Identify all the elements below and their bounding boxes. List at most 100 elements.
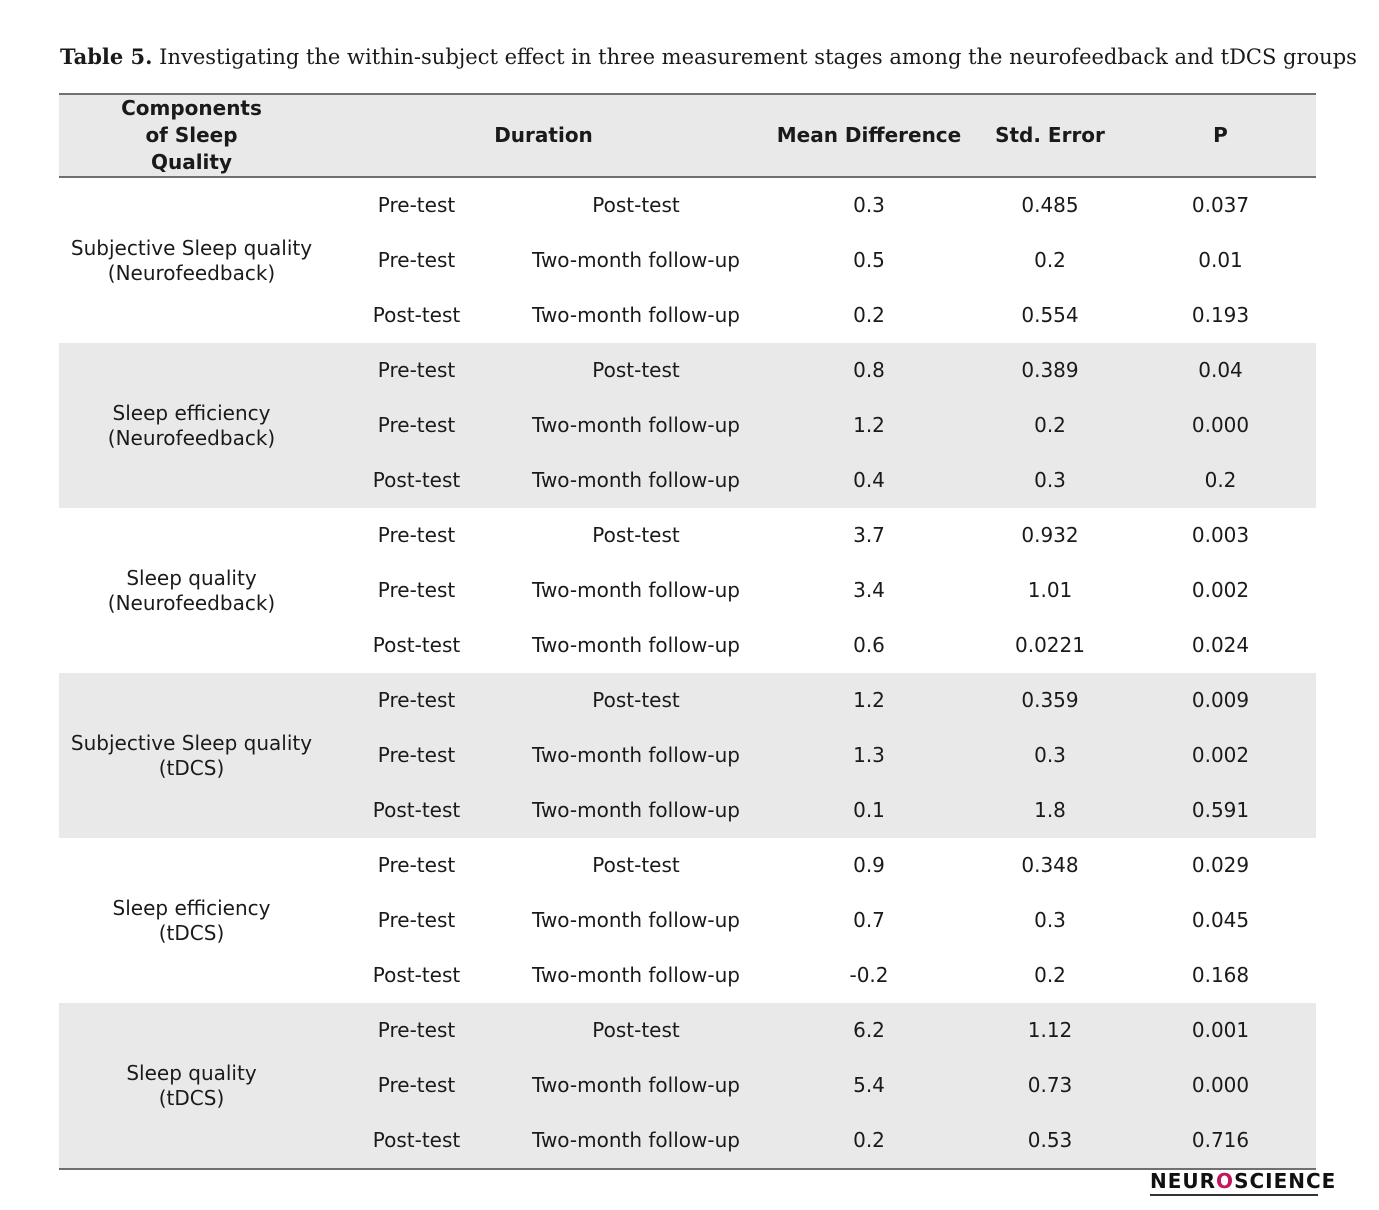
- std-error-cell: 1.01: [1027, 578, 1073, 602]
- duration-from-cell: Pre-test: [377, 193, 456, 217]
- table-row: Subjective Sleep quality (tDCS) Pre-test Po…: [59, 673, 1316, 838]
- duration-to-cell: Two-month follow-up: [532, 908, 740, 932]
- duration-to-cell: Post-test: [592, 853, 680, 877]
- std-error-cell: 0.3: [975, 453, 1125, 508]
- table-title: Investigating the within-subject effect …: [152, 45, 1357, 69]
- duration-to-cell: Post-test: [592, 193, 680, 217]
- p-value-cell: 0.002: [1191, 578, 1250, 602]
- table-row: Pre-test Two-month follow-up 3.4 1.01 0.002: [59, 563, 1316, 618]
- table-row: Pre-test Two-month follow-up 1.3 0.3 0.002: [59, 728, 1316, 783]
- std-error-cell: 0.2: [1034, 963, 1066, 987]
- duration-from-cell: Post-test: [324, 1113, 509, 1170]
- component-cell: Sleep efficiency (tDCS): [59, 838, 324, 1003]
- header-p: P: [1125, 93, 1316, 178]
- duration-to-cell: Two-month follow-up: [532, 303, 740, 327]
- logo-text-start: NEUR: [1150, 1169, 1217, 1193]
- mean-difference-cell: -0.2: [849, 963, 889, 987]
- duration-from-cell: Pre-test: [324, 728, 509, 783]
- p-value-cell: 0.003: [1191, 523, 1250, 547]
- component-group: (tDCS): [158, 755, 225, 780]
- duration-from-cell: Pre-test: [324, 1058, 509, 1113]
- duration-to-cell: Two-month follow-up: [532, 578, 740, 602]
- duration-from-cell: Pre-test: [377, 853, 456, 877]
- p-value-cell: 0.009: [1125, 673, 1316, 728]
- header-row: Components of Sleep Quality Duration Mea…: [59, 93, 1316, 178]
- header-mean-difference: Mean Difference: [763, 93, 975, 178]
- duration-to-cell: Two-month follow-up: [532, 963, 740, 987]
- results-table: Components of Sleep Quality Duration Mea…: [59, 93, 1316, 1170]
- std-error-cell: 0.348: [1021, 853, 1079, 877]
- mean-difference-cell: 0.6: [853, 633, 885, 657]
- duration-from-cell: Post-test: [324, 783, 509, 838]
- component-cell: Sleep quality (Neurofeedback): [59, 508, 324, 673]
- std-error-cell: 0.359: [975, 673, 1125, 728]
- header-std-error: Std. Error: [975, 93, 1125, 178]
- duration-from-cell: Pre-test: [324, 673, 509, 728]
- mean-difference-cell: 0.2: [853, 303, 885, 327]
- duration-to-cell: Two-month follow-up: [509, 783, 763, 838]
- component-name: Subjective Sleep quality: [70, 235, 313, 260]
- mean-difference-cell: 1.3: [763, 728, 975, 783]
- duration-from-cell: Post-test: [372, 963, 461, 987]
- std-error-cell: 0.3: [975, 728, 1125, 783]
- mean-difference-cell: 3.7: [853, 523, 885, 547]
- p-value-cell: 0.01: [1198, 248, 1243, 272]
- component-group: (Neurofeedback): [107, 260, 276, 285]
- component-cell: Sleep quality (tDCS): [59, 1003, 324, 1170]
- std-error-cell: 0.554: [1021, 303, 1079, 327]
- component-group: (tDCS): [158, 920, 225, 945]
- table-row: Sleep quality (Neurofeedback) Pre-test Post…: [59, 508, 1316, 615]
- std-error-cell: 1.8: [975, 783, 1125, 838]
- component-name: Sleep quality: [126, 1060, 257, 1085]
- table-row: Post-test Two-month follow-up 0.4 0.3 0.2: [59, 453, 1316, 508]
- duration-to-cell: Two-month follow-up: [509, 398, 763, 453]
- table-body: Subjective Sleep quality (Neurofeedback) P…: [59, 177, 1316, 1170]
- logo-underline: [1150, 1194, 1318, 1196]
- std-error-cell: 0.389: [975, 343, 1125, 398]
- component-name: Sleep efficiency: [112, 400, 271, 425]
- table-row: Pre-test Two-month follow-up 5.4 0.73 0.000: [59, 1058, 1316, 1113]
- table-row: Post-test Two-month follow-up 0.2 0.53 0.716: [59, 1113, 1316, 1170]
- mean-difference-cell: 0.2: [763, 1113, 975, 1170]
- mean-difference-cell: 5.4: [763, 1058, 975, 1113]
- p-value-cell: 0.002: [1125, 728, 1316, 783]
- duration-to-cell: Two-month follow-up: [509, 1113, 763, 1170]
- duration-to-cell: Post-test: [592, 523, 680, 547]
- std-error-cell: 0.53: [975, 1113, 1125, 1170]
- mean-difference-cell: 3.4: [853, 578, 885, 602]
- duration-to-cell: Post-test: [509, 1003, 763, 1058]
- component-name: Sleep efficiency: [112, 895, 271, 920]
- duration-from-cell: Post-test: [324, 453, 509, 508]
- mean-difference-cell: 0.1: [763, 783, 975, 838]
- p-value-cell: 0.000: [1125, 1058, 1316, 1113]
- p-value-cell: 0.193: [1191, 303, 1250, 327]
- duration-from-cell: Post-test: [372, 303, 461, 327]
- std-error-cell: 0.0221: [1015, 633, 1085, 657]
- mean-difference-cell: 0.8: [763, 343, 975, 398]
- table-label: Table 5.: [60, 44, 153, 69]
- logo-brain-icon: O: [1216, 1169, 1235, 1193]
- std-error-cell: 0.932: [1021, 523, 1079, 547]
- mean-difference-cell: 0.4: [763, 453, 975, 508]
- mean-difference-cell: 1.2: [763, 673, 975, 728]
- duration-from-cell: Pre-test: [324, 398, 509, 453]
- duration-from-cell: Post-test: [372, 633, 461, 657]
- std-error-cell: 0.73: [975, 1058, 1125, 1113]
- mean-difference-cell: 0.5: [853, 248, 885, 272]
- mean-difference-cell: 0.7: [853, 908, 885, 932]
- journal-logo: NEUROSCIENCE: [1150, 1168, 1335, 1198]
- p-value-cell: 0.168: [1191, 963, 1250, 987]
- mean-difference-cell: 1.2: [763, 398, 975, 453]
- table-row: Subjective Sleep quality (Neurofeedback) P…: [59, 177, 1316, 285]
- p-value-cell: 0.001: [1125, 1003, 1316, 1058]
- std-error-cell: 0.3: [1034, 908, 1066, 932]
- duration-to-cell: Two-month follow-up: [532, 633, 740, 657]
- duration-to-cell: Two-month follow-up: [532, 248, 740, 272]
- p-value-cell: 0.716: [1125, 1113, 1316, 1170]
- table-row: Sleep efficiency (Neurofeedback) Pre-test P…: [59, 343, 1316, 508]
- duration-from-cell: Pre-test: [377, 578, 456, 602]
- mean-difference-cell: 0.3: [853, 193, 885, 217]
- component-cell: Subjective Sleep quality (Neurofeedback): [59, 177, 324, 343]
- std-error-cell: 0.485: [1021, 193, 1079, 217]
- table-row: Sleep quality (tDCS) Pre-test Post-test 6.2 1…: [59, 1003, 1316, 1170]
